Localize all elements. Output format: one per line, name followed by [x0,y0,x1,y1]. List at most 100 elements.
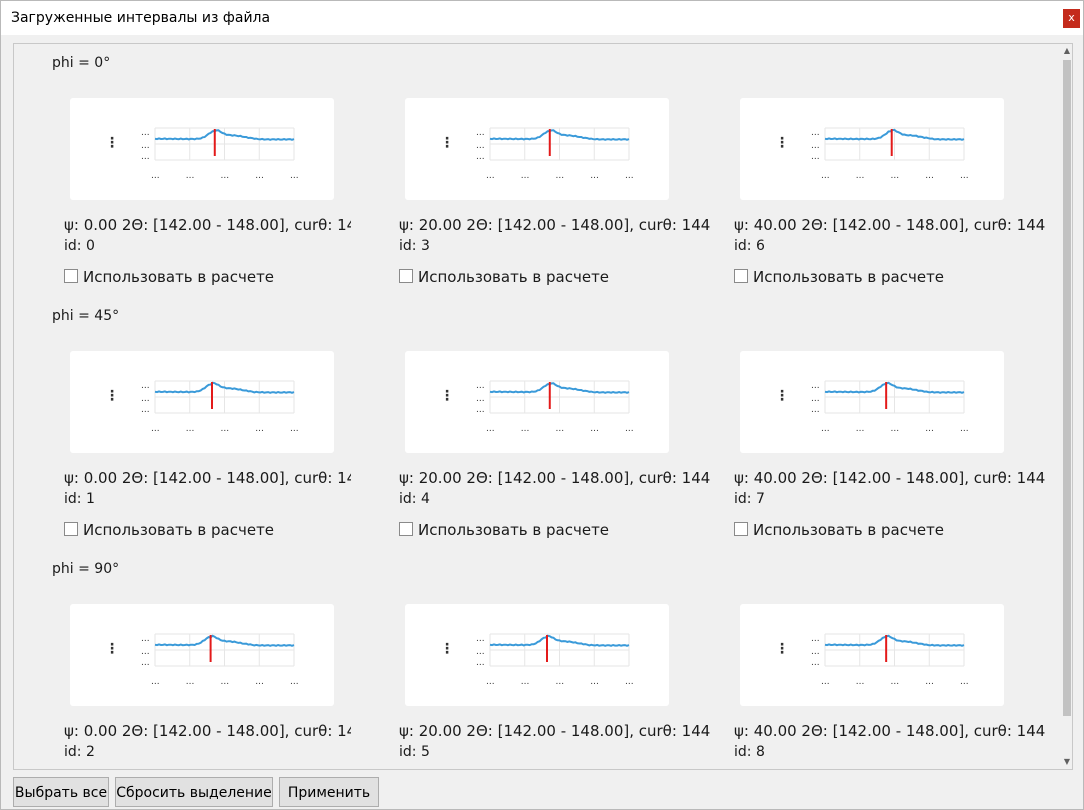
use-in-calculation-checkbox[interactable] [734,522,748,536]
interval-chart-card[interactable]: ........................ ⋮ [740,98,1004,200]
interval-chart-card[interactable]: ........................ ⋮ [405,351,669,453]
interval-id: id: 7 [734,491,765,507]
x-tick-label: ... [221,171,230,181]
interval-id: id: 2 [64,744,95,760]
vertical-scrollbar[interactable]: ▲ ▼ [1061,44,1072,769]
use-in-calculation-checkbox[interactable] [64,269,78,283]
x-tick-label: ... [521,171,530,181]
use-in-calculation-checkbox[interactable] [734,269,748,283]
interval-description: ψ: 40.00 2Θ: [142.00 - 148.00], curθ: 14… [734,216,1046,234]
use-in-calculation-checkbox-row[interactable]: Использовать в расчете [399,268,609,286]
axis-title-ellipsis: ⋮ [105,135,119,151]
interval-id: id: 6 [734,238,765,254]
interval-chart-card[interactable]: ........................ ⋮ [70,604,334,706]
y-tick-label: ... [476,141,485,151]
use-in-calculation-checkbox[interactable] [399,269,413,283]
apply-button[interactable]: Применить [279,777,379,807]
interval-chart-card[interactable]: ........................ ⋮ [405,604,669,706]
interval-mini-chart: ..................... ... ⋮ [105,380,299,434]
chart-series-line [154,129,295,141]
use-in-calculation-label: Использовать в расчете [753,268,945,286]
intervals-scroll-area[interactable]: ▲ ▼ phi = 0°........................ ⋮ ψ: … [13,43,1073,770]
x-tick-label: ... [925,677,934,687]
use-in-calculation-label: Использовать в расчете [753,521,945,539]
y-tick-label: ... [476,152,485,162]
x-tick-label: ... [290,424,299,434]
x-tick-label: ... [186,424,195,434]
select-all-button[interactable]: Выбрать все [13,777,109,807]
x-tick-label: ... [625,171,634,181]
axis-title-ellipsis: ⋮ [775,135,789,151]
x-tick-label: ... [221,424,230,434]
chart-series-line [489,382,630,394]
interval-mini-chart: ..................... ... ⋮ [440,380,634,434]
interval-description: ψ: 0.00 2Θ: [142.00 - 148.00], curθ: 144… [64,469,351,487]
interval-mini-chart: ..................... ... ⋮ [440,633,634,687]
x-tick-label: ... [925,171,934,181]
interval-mini-chart: ..................... ... ⋮ [105,633,299,687]
x-tick-label: ... [856,171,865,181]
interval-chart-card[interactable]: ........................ ⋮ [740,604,1004,706]
interval-chart-card[interactable]: ........................ ⋮ [740,351,1004,453]
interval-chart-card[interactable]: ........................ ⋮ [405,98,669,200]
x-tick-label: ... [486,424,495,434]
scroll-up-arrow-icon[interactable]: ▲ [1063,46,1071,55]
y-tick-label: ... [476,128,485,138]
scrollbar-thumb[interactable] [1063,60,1071,716]
reset-selection-button[interactable]: Сбросить выделение [115,777,273,807]
interval-id: id: 8 [734,744,765,760]
use-in-calculation-checkbox-row[interactable]: Использовать в расчете [734,521,944,539]
y-tick-label: ... [141,381,150,391]
chart-series-line [824,128,965,141]
x-tick-label: ... [486,677,495,687]
use-in-calculation-checkbox[interactable] [64,522,78,536]
close-button[interactable]: x [1063,9,1080,28]
title-bar[interactable]: Загруженные интервалы из файла x [1,1,1083,35]
x-tick-label: ... [556,424,565,434]
x-tick-label: ... [290,171,299,181]
phi-group-label: phi = 45° [52,308,120,324]
interval-description: ψ: 0.00 2Θ: [142.00 - 148.00], curθ: 144… [64,216,351,234]
x-tick-label: ... [590,171,599,181]
interval-mini-chart: ..................... ... ⋮ [775,633,969,687]
x-tick-label: ... [186,677,195,687]
use-in-calculation-checkbox[interactable] [399,522,413,536]
use-in-calculation-label: Использовать в расчете [83,268,275,286]
x-tick-label: ... [151,677,160,687]
use-in-calculation-checkbox-row[interactable]: Использовать в расчете [399,521,609,539]
interval-description: ψ: 40.00 2Θ: [142.00 - 148.00], curθ: 14… [734,722,1046,740]
x-tick-label: ... [521,424,530,434]
x-tick-label: ... [221,677,230,687]
y-tick-label: ... [811,141,820,151]
y-tick-label: ... [811,647,820,657]
use-in-calculation-checkbox-row[interactable]: Использовать в расчете [734,268,944,286]
use-in-calculation-checkbox-row[interactable]: Использовать в расчете [64,268,274,286]
y-tick-label: ... [141,152,150,162]
chart-series-line [824,634,965,647]
x-tick-label: ... [960,171,969,181]
x-tick-label: ... [625,677,634,687]
interval-chart-card[interactable]: ........................ ⋮ [70,351,334,453]
x-tick-label: ... [891,424,900,434]
chart-series-line [154,381,295,394]
y-tick-label: ... [141,141,150,151]
phi-group-label: phi = 90° [52,561,120,577]
interval-description: ψ: 0.00 2Θ: [142.00 - 148.00], curθ: 144… [64,722,351,740]
chart-series-line [154,634,295,647]
interval-chart-card[interactable]: ........................ ⋮ [70,98,334,200]
y-tick-label: ... [141,658,150,668]
x-tick-label: ... [521,677,530,687]
y-tick-label: ... [141,394,150,404]
interval-id: id: 3 [399,238,430,254]
x-tick-label: ... [590,677,599,687]
interval-id: id: 5 [399,744,430,760]
axis-title-ellipsis: ⋮ [775,388,789,404]
y-tick-label: ... [811,128,820,138]
scroll-down-arrow-icon[interactable]: ▼ [1063,757,1071,766]
use-in-calculation-checkbox-row[interactable]: Использовать в расчете [64,521,274,539]
y-tick-label: ... [141,647,150,657]
y-tick-label: ... [811,405,820,415]
y-tick-label: ... [476,394,485,404]
interval-mini-chart: ..................... ... ⋮ [105,127,299,181]
